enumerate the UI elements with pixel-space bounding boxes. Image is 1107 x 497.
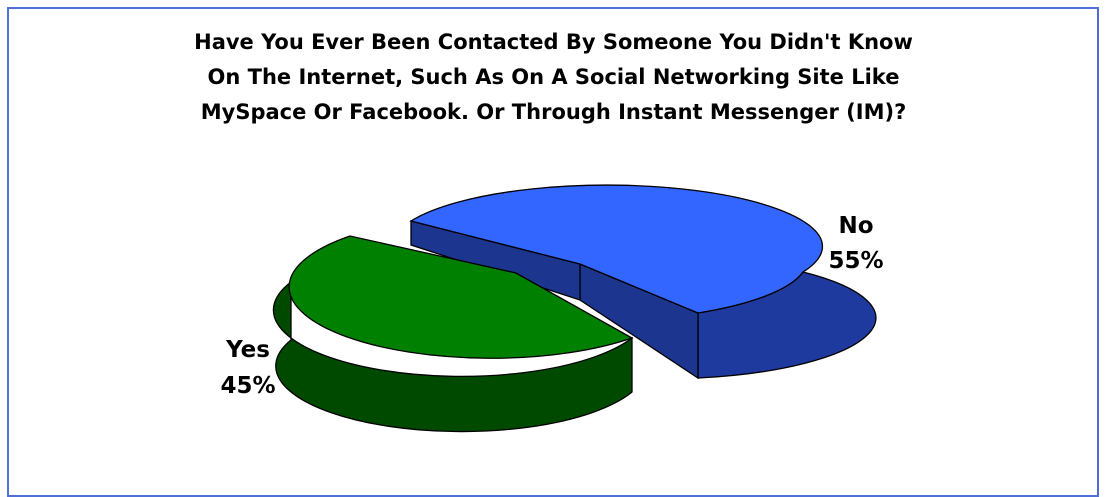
chart-title-line-3: MySpace Or Facebook. Or Through Instant … — [200, 100, 907, 124]
label-no-percent: 55% — [828, 248, 883, 274]
chart-title-line-1: Have You Ever Been Contacted By Someone … — [194, 30, 913, 54]
pie-chart: No 55% Yes 45% — [220, 184, 884, 433]
pie-slice-no — [409, 184, 877, 380]
pie-slice-yes-rim — [272, 280, 633, 433]
pie-slice-yes — [272, 235, 634, 433]
pie-slice-no-top — [409, 184, 824, 314]
pie-slice-yes-top — [288, 235, 634, 359]
chart-title: Have You Ever Been Contacted By Someone … — [0, 25, 1107, 130]
chart-title-line-2: On The Internet, Such As On A Social Net… — [207, 65, 900, 89]
label-yes: Yes — [225, 337, 270, 363]
label-yes-percent: 45% — [220, 373, 275, 399]
label-no: No — [838, 213, 873, 239]
